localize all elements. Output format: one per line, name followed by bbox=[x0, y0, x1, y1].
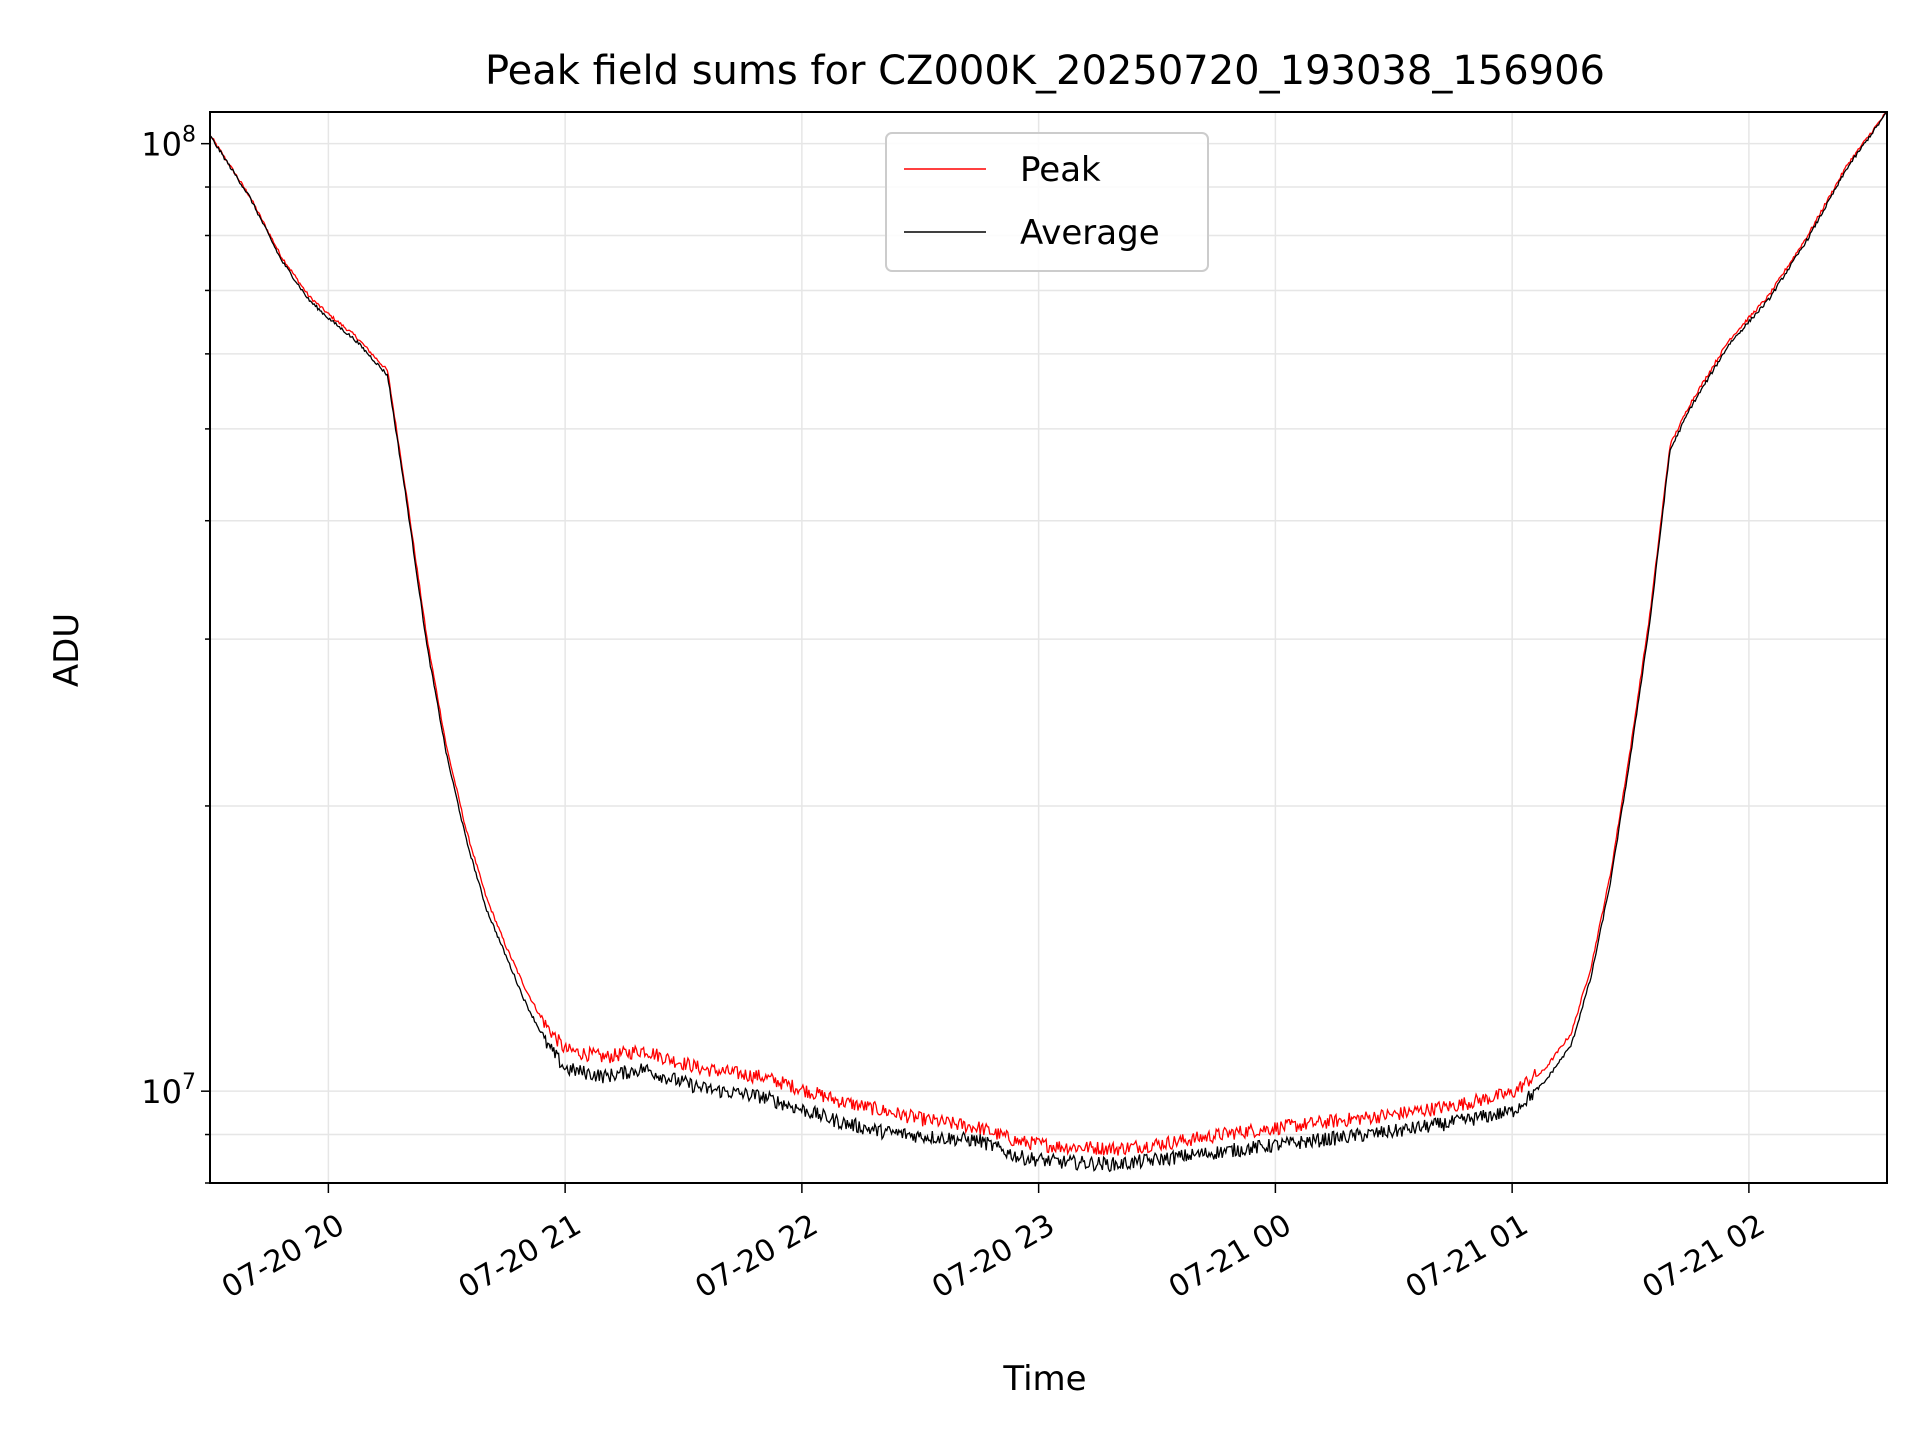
y-tick-base: 10 bbox=[141, 126, 182, 164]
chart-title: Peak field sums for CZ000K_20250720_1930… bbox=[485, 48, 1605, 94]
series-line-average bbox=[209, 111, 1888, 1173]
y-tick-base: 10 bbox=[141, 1073, 182, 1111]
y-tick-label: 107 bbox=[141, 1070, 196, 1111]
legend-label-peak: Peak bbox=[1020, 150, 1101, 190]
x-axis-label: Time bbox=[1002, 1359, 1086, 1399]
y-tick-exponent: 7 bbox=[182, 1070, 196, 1095]
y-tick-exponent: 8 bbox=[182, 123, 196, 148]
legend-box bbox=[885, 132, 1209, 272]
legend-label-average: Average bbox=[1020, 213, 1160, 253]
y-tick-label: 108 bbox=[141, 123, 196, 164]
legend: Peak Average bbox=[885, 132, 1209, 272]
axes-frame bbox=[209, 111, 1888, 1184]
series-line-peak bbox=[209, 111, 1888, 1156]
y-axis-label: ADU bbox=[47, 613, 87, 687]
